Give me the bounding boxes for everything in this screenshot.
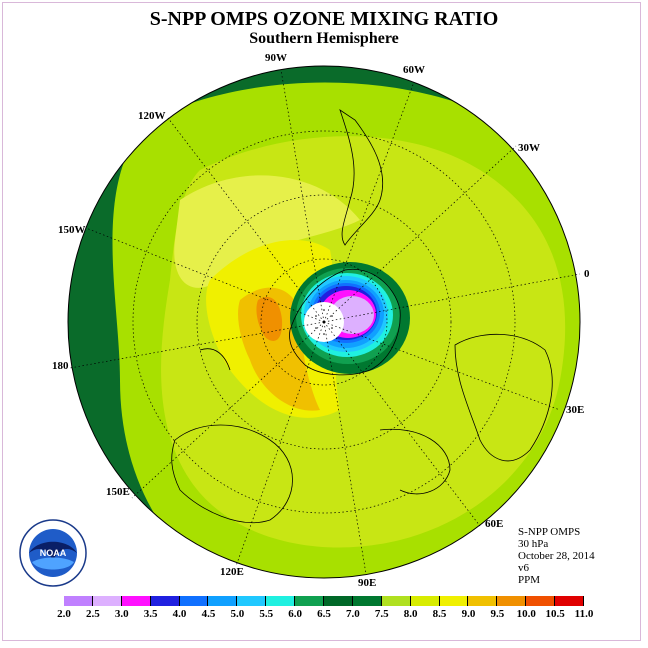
colorbar-tick-label: 10.0 xyxy=(516,608,536,620)
lon-label-90e: 90E xyxy=(358,577,377,589)
colorbar-swatch xyxy=(295,596,324,606)
colorbar-swatch xyxy=(410,596,440,606)
lon-label-150w: 150W xyxy=(58,224,86,236)
colorbar-tick-label: 6.5 xyxy=(317,608,331,620)
noaa-logo: NOAA xyxy=(19,519,87,587)
colorbar-tick-label: 7.5 xyxy=(374,608,389,620)
colorbar-swatch xyxy=(92,596,122,606)
graticule xyxy=(69,69,581,575)
colorbar-swatch xyxy=(208,596,238,606)
colorbar-swatch xyxy=(468,596,498,606)
colorbar-tick-label: 3.0 xyxy=(114,608,129,620)
colorbar-tick-label: 8.5 xyxy=(432,608,447,620)
colorbar-swatch xyxy=(179,596,209,606)
colorbar-tick-label: 6.0 xyxy=(288,608,302,620)
pole-dots xyxy=(315,309,333,335)
colorbar-tick-label: 11.0 xyxy=(574,608,594,620)
lon-label-90w: 90W xyxy=(265,52,287,64)
coastlines xyxy=(171,109,553,524)
colorbar-swatch xyxy=(555,596,584,606)
colorbar-swatch xyxy=(150,596,180,606)
colorbar-swatch xyxy=(497,596,527,606)
colorbar-swatch xyxy=(526,596,556,606)
lon-label-150e: 150E xyxy=(106,486,130,498)
colorbar-swatch xyxy=(266,596,296,606)
colorbar-tick-label: 5.0 xyxy=(230,608,245,620)
colorbar-tick-label: 2.5 xyxy=(86,608,100,620)
colorbar-swatch xyxy=(64,596,93,606)
lon-label-60w: 60W xyxy=(403,64,425,76)
lon-label-0: 0 xyxy=(584,268,590,280)
lon-label-120e: 120E xyxy=(220,566,244,578)
colorbar-swatch xyxy=(324,596,353,606)
lon-label-180: 180 xyxy=(52,360,69,372)
colorbar-swatch xyxy=(352,596,382,606)
info-level: 30 hPa xyxy=(518,538,549,550)
map-boundary xyxy=(67,65,581,579)
colorbar-swatch xyxy=(439,596,469,606)
field-8-2 xyxy=(174,175,360,288)
colorbar-tick-label: 7.0 xyxy=(346,608,360,620)
logo-text: NOAA xyxy=(40,548,67,558)
lon-label-60e: 60E xyxy=(485,518,504,530)
lon-label-120w: 120W xyxy=(138,110,166,122)
map-subtitle: Southern Hemisphere xyxy=(249,30,399,47)
info-version: v6 xyxy=(518,562,529,574)
info-date: October 28, 2014 xyxy=(518,550,595,562)
colorbar-tick-label: 9.5 xyxy=(490,608,505,620)
colorbar-tick-label: 2.0 xyxy=(57,608,71,620)
colorbar-tick-label: 5.5 xyxy=(259,608,274,620)
colorbar-tick-label: 4.5 xyxy=(201,608,216,620)
lon-label-30e: 30E xyxy=(566,404,585,416)
field-9-5 xyxy=(256,296,283,341)
colorbar-tick-label: 10.5 xyxy=(545,608,565,620)
map-title: S-NPP OMPS OZONE MIXING RATIO xyxy=(149,8,499,30)
colorbar-swatch xyxy=(121,596,151,606)
figure-frame xyxy=(2,2,641,641)
colorbar-swatch xyxy=(237,596,267,606)
lon-label-30w: 30W xyxy=(518,142,540,154)
colorbar-tick-label: 3.5 xyxy=(143,608,158,620)
colorbar-tick-label: 8.0 xyxy=(403,608,418,620)
colorbar-swatch xyxy=(381,596,411,606)
colorbar-tick-label: 4.0 xyxy=(172,608,187,620)
colorbar-tick-label: 9.0 xyxy=(461,608,476,620)
info-units: PPM xyxy=(518,574,541,586)
info-instrument: S-NPP OMPS xyxy=(518,526,581,538)
